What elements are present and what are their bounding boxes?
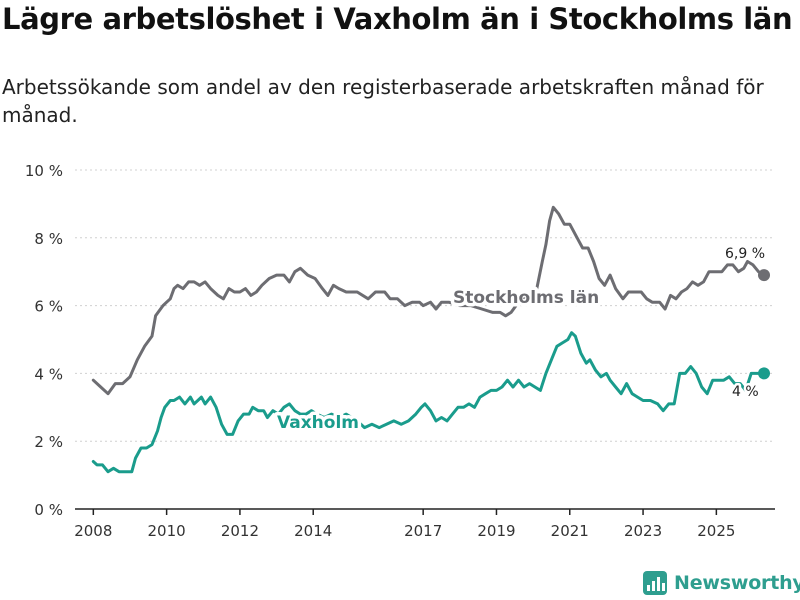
series-label-stockholm: Stockholms län — [453, 288, 599, 308]
y-tick-label: 6 % — [34, 298, 63, 316]
y-tick-label: 8 % — [34, 230, 63, 248]
x-axis: 2008 2010 2012 2014 2017 2019 2021 2023 2025 — [74, 508, 775, 540]
series-lines — [91, 205, 771, 474]
end-value-label-stockholm: 6,9 % — [725, 246, 765, 262]
bar-chart-icon — [643, 571, 667, 595]
x-tick-label: 2017 — [404, 522, 442, 540]
y-axis: 0 % 2 % 4 % 6 % 8 % 10 % — [25, 162, 63, 519]
y-tick-label: 2 % — [34, 433, 63, 451]
series-line-vaxholm — [91, 331, 766, 474]
y-tick-label: 10 % — [25, 162, 63, 180]
x-tick-label: 2014 — [294, 522, 332, 540]
page-subtitle: Arbetssökande som andel av den registerb… — [2, 75, 764, 127]
x-tick-label: 2019 — [477, 522, 515, 540]
x-tick-label: 2023 — [624, 522, 662, 540]
newsworthy-logo: Newsworthy — [643, 570, 800, 596]
x-tick-label: 2012 — [221, 522, 259, 540]
brand-name: Newsworthy — [674, 572, 800, 594]
page-title: Lägre arbetslöshet i Vaxholm än i Stockh… — [2, 2, 793, 36]
series-label-vaxholm: Vaxholm — [277, 413, 359, 433]
series-labels: Stockholms län Vaxholm 6,9 % 4 % — [274, 244, 768, 437]
series-line-stockholm — [91, 205, 766, 396]
x-tick-label: 2025 — [697, 522, 735, 540]
x-tick-label: 2010 — [148, 522, 186, 540]
line-chart: 0 % 2 % 4 % 6 % 8 % 10 % 2008 2010 2012 2014 2017… — [25, 162, 775, 540]
y-tick-label: 4 % — [34, 365, 63, 383]
end-value-label-vaxholm: 4 % — [732, 384, 759, 400]
x-tick-label: 2008 — [74, 522, 112, 540]
x-tick-label: 2021 — [551, 522, 589, 540]
y-tick-label: 0 % — [34, 501, 63, 519]
end-point-marker-stockholm — [758, 269, 771, 282]
end-point-marker-vaxholm — [758, 367, 771, 380]
